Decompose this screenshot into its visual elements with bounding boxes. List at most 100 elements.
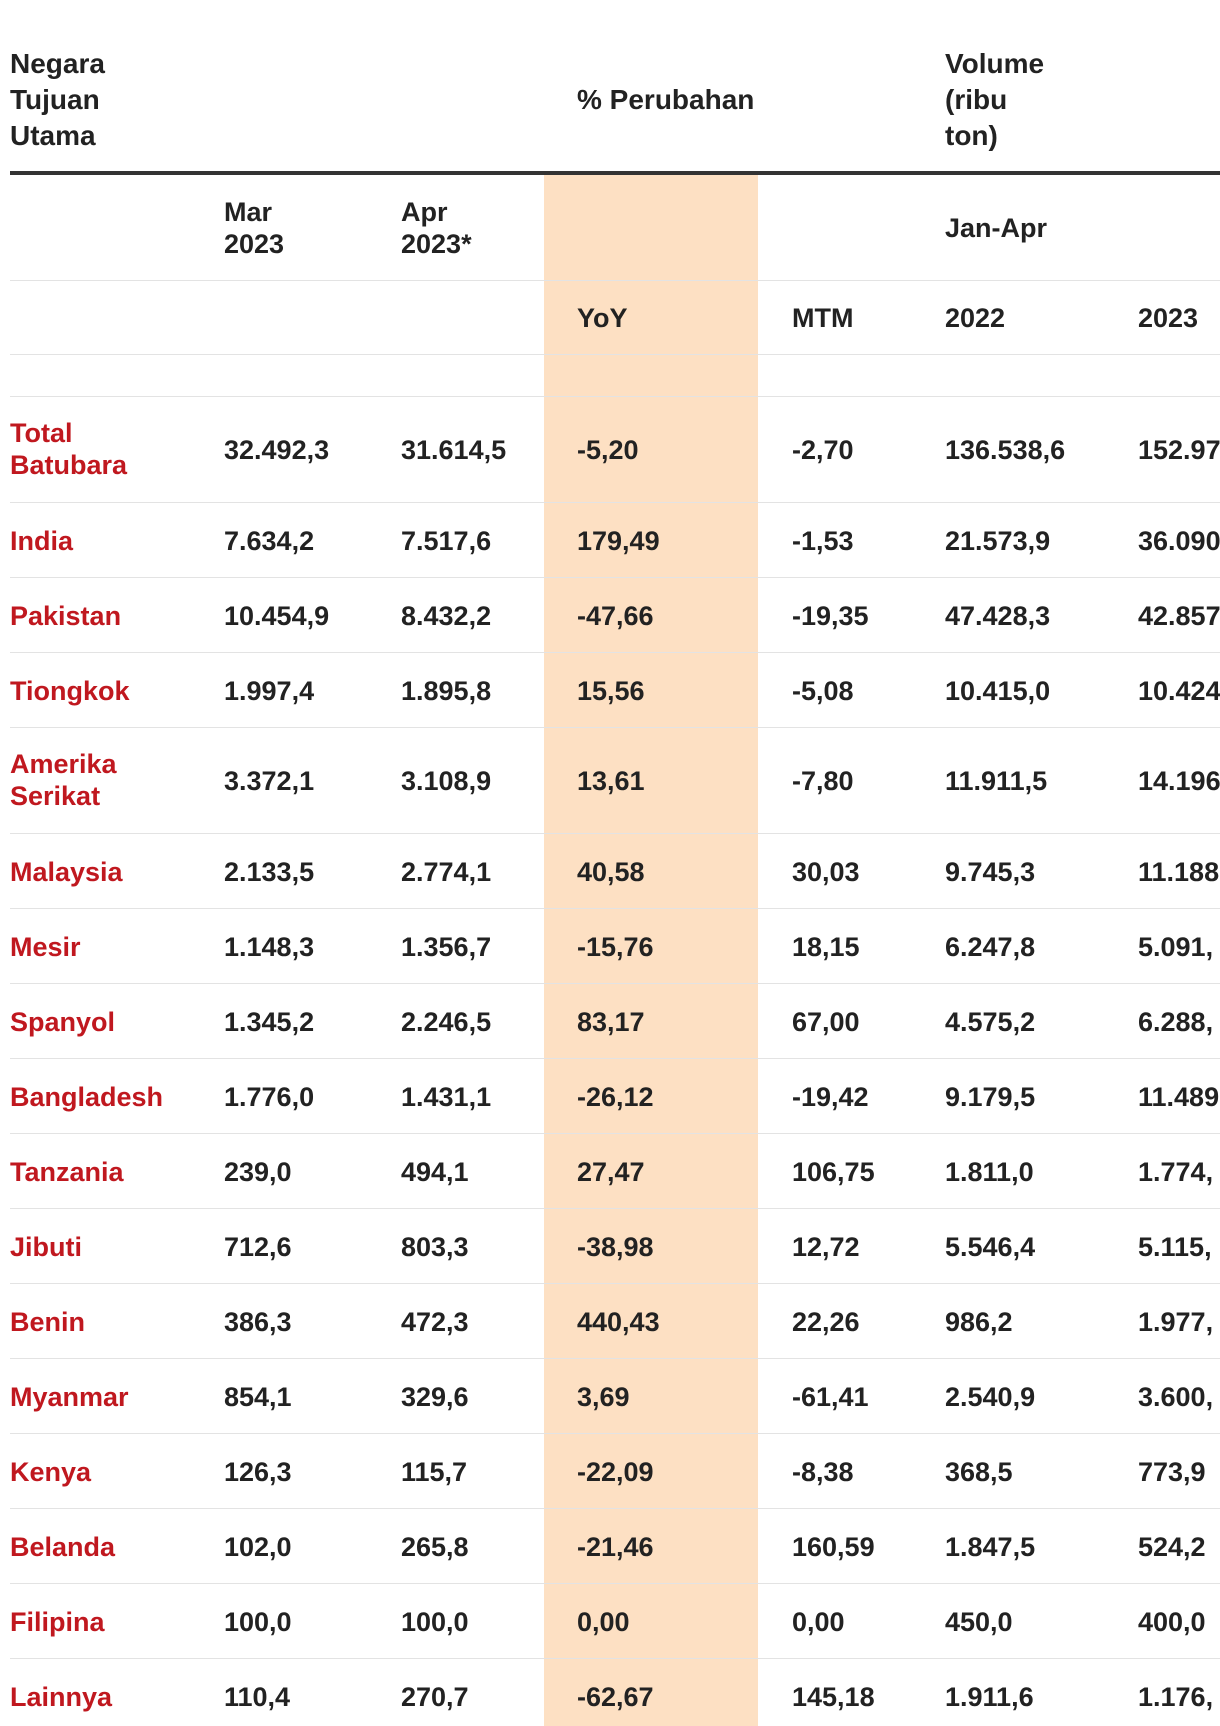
subheader-apr: Apr 2023*	[401, 197, 472, 259]
country-name: Kenya	[10, 1456, 92, 1487]
cell-yoy: 27,47	[577, 1156, 645, 1187]
cell-yoy: 3,69	[577, 1381, 630, 1412]
cell-mar: 100,0	[224, 1606, 292, 1637]
divider	[10, 396, 1220, 397]
country-name: Jibuti	[10, 1231, 82, 1262]
cell-yoy: -15,76	[577, 931, 654, 962]
cell-apr: 1.356,7	[401, 931, 492, 962]
cell-yoy: -38,98	[577, 1231, 654, 1262]
cell-apr: 100,0	[401, 1606, 469, 1637]
cell-v2023: 524,2	[1138, 1531, 1206, 1562]
cell-mar: 102,0	[224, 1531, 292, 1562]
cell-yoy: -5,20	[577, 435, 639, 465]
country-name: Benin	[10, 1306, 86, 1337]
cell-apr: 8.432,2	[401, 600, 492, 631]
country-name: Malaysia	[10, 856, 123, 887]
row-divider	[10, 727, 1220, 728]
cell-v2023: 36.090	[1138, 525, 1220, 556]
cell-v2023: 152.97	[1138, 435, 1220, 465]
row-divider	[10, 833, 1220, 834]
row-divider	[10, 908, 1220, 909]
cell-mtm: 160,59	[792, 1531, 875, 1562]
subheader-2023: 2023	[1138, 303, 1199, 333]
data-table: Negara Tujuan Utama % Perubahan Volume (…	[10, 0, 1220, 1726]
cell-mar: 854,1	[224, 1381, 292, 1412]
cell-v2022: 21.573,9	[945, 525, 1051, 556]
cell-apr: 265,8	[401, 1531, 469, 1562]
cell-yoy: 13,61	[577, 766, 645, 796]
country-name: India	[10, 525, 74, 556]
cell-apr: 494,1	[401, 1156, 469, 1187]
cell-v2023: 1.774,	[1138, 1156, 1214, 1187]
cell-v2023: 42.857	[1138, 600, 1220, 631]
cell-v2023: 773,9	[1138, 1456, 1206, 1487]
cell-mtm: 0,00	[792, 1606, 845, 1637]
cell-apr: 115,7	[401, 1456, 468, 1487]
cell-apr: 7.517,6	[401, 525, 492, 556]
header-country: Negara Tujuan Utama	[10, 48, 105, 151]
subheader-mar: Mar 2023	[224, 197, 285, 259]
country-name: Pakistan	[10, 600, 122, 631]
cell-v2023: 400,0	[1138, 1606, 1206, 1637]
cell-v2023: 14.196	[1138, 766, 1220, 796]
cell-mar: 126,3	[224, 1456, 292, 1487]
cell-apr: 329,6	[401, 1381, 469, 1412]
cell-v2022: 6.247,8	[945, 931, 1036, 962]
cell-apr: 31.614,5	[401, 435, 507, 465]
cell-v2023: 11.489	[1138, 1081, 1220, 1112]
header-volume: Volume (ribu ton)	[945, 48, 1045, 151]
cell-yoy: -26,12	[577, 1081, 654, 1112]
cell-mtm: -19,42	[792, 1081, 869, 1112]
cell-apr: 803,3	[401, 1231, 469, 1262]
cell-v2023: 11.188	[1138, 856, 1220, 887]
yoy-highlight-column	[544, 173, 758, 1726]
cell-apr: 270,7	[401, 1681, 469, 1712]
row-divider	[10, 502, 1220, 503]
cell-mar: 7.634,2	[224, 525, 315, 556]
cell-mtm: 67,00	[792, 1006, 860, 1037]
cell-apr: 1.895,8	[401, 675, 492, 706]
cell-v2023: 5.091,	[1138, 931, 1214, 962]
cell-apr: 1.431,1	[401, 1081, 492, 1112]
cell-v2022: 4.575,2	[945, 1006, 1036, 1037]
subheader-janapr: Jan-Apr	[945, 213, 1048, 243]
row-divider	[10, 1433, 1220, 1434]
cell-v2023: 10.424	[1138, 675, 1220, 706]
cell-mtm: -8,38	[792, 1456, 854, 1487]
country-name: Mesir	[10, 931, 81, 962]
subheader-yoy: YoY	[577, 303, 628, 333]
cell-mar: 2.133,5	[224, 856, 315, 887]
cell-mar: 3.372,1	[224, 766, 315, 796]
cell-v2022: 1.847,5	[945, 1531, 1036, 1562]
cell-v2022: 368,5	[945, 1456, 1013, 1487]
country-name: Myanmar	[10, 1381, 129, 1412]
cell-yoy: -62,67	[577, 1681, 654, 1712]
cell-mtm: 18,15	[792, 931, 860, 962]
cell-yoy: -21,46	[577, 1531, 654, 1562]
cell-apr: 2.246,5	[401, 1006, 492, 1037]
row-divider	[10, 1133, 1220, 1134]
cell-mar: 1.997,4	[224, 675, 315, 706]
cell-v2022: 450,0	[945, 1606, 1013, 1637]
cell-mar: 1.776,0	[224, 1081, 315, 1112]
cell-mtm: 22,26	[792, 1306, 860, 1337]
country-name: Filipina	[10, 1606, 105, 1637]
cell-v2022: 10.415,0	[945, 675, 1051, 706]
cell-yoy: 0,00	[577, 1606, 630, 1637]
row-divider	[10, 1658, 1220, 1659]
cell-v2023: 1.977,	[1138, 1306, 1214, 1337]
country-name: Total Batubara	[10, 418, 128, 480]
row-divider	[10, 983, 1220, 984]
row-divider	[10, 1358, 1220, 1359]
row-divider	[10, 1283, 1220, 1284]
divider	[10, 280, 1220, 281]
subheader-mtm: MTM	[792, 303, 854, 333]
cell-v2022: 136.538,6	[945, 435, 1066, 465]
cell-mar: 1.148,3	[224, 931, 315, 962]
row-divider	[10, 577, 1220, 578]
cell-mtm: -61,41	[792, 1381, 869, 1412]
row-divider	[10, 1508, 1220, 1509]
cell-v2023: 3.600,	[1138, 1381, 1214, 1412]
cell-mtm: -5,08	[792, 675, 854, 706]
cell-apr: 3.108,9	[401, 766, 492, 796]
